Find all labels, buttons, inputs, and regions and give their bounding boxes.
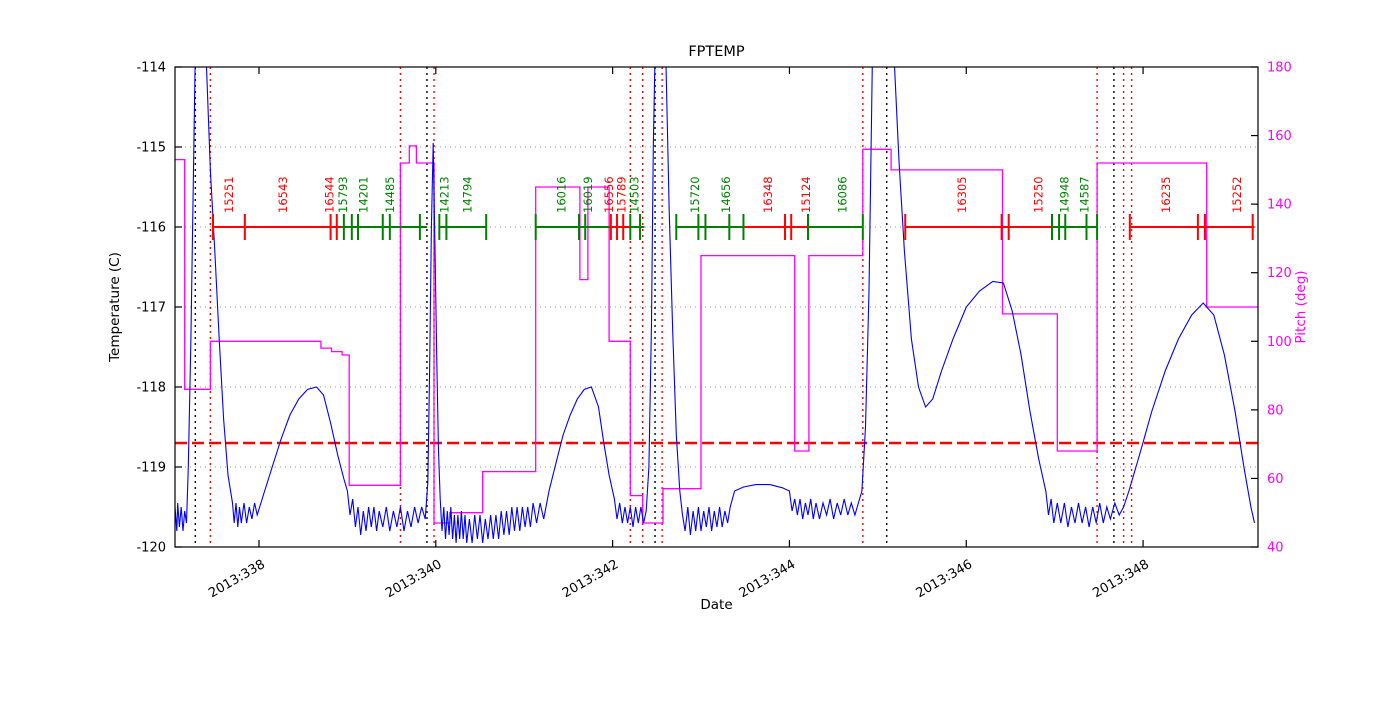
obsid-label: 14587 [1078, 176, 1092, 213]
svg-text:16305: 16305 [955, 176, 969, 213]
svg-text:14201: 14201 [356, 176, 370, 213]
ytick-right-label: 160 [1267, 129, 1292, 144]
svg-text:16235: 16235 [1159, 176, 1173, 213]
obsid-label: 16016 [554, 176, 568, 213]
ytick-left-label: -115 [136, 141, 166, 156]
svg-text:15251: 15251 [222, 176, 236, 213]
svg-text:15250: 15250 [1032, 176, 1046, 213]
obsid-label: 16544 [323, 176, 337, 213]
yaxis-right-title: Pitch (deg) [1293, 270, 1309, 343]
obsid-label: 14213 [438, 176, 452, 213]
obsid-label: 16086 [836, 176, 850, 213]
obsid-label: 14794 [461, 176, 475, 213]
yaxis-left-title: Temperature (C) [107, 252, 123, 363]
obsid-label: 14503 [628, 176, 642, 213]
ytick-right-label: 80 [1267, 403, 1284, 418]
ytick-right-label: 180 [1267, 61, 1292, 76]
black-dotted-vlines [194, 67, 1115, 547]
obsid-label: 16543 [276, 176, 290, 213]
svg-text:16543: 16543 [276, 176, 290, 213]
svg-text:15789: 15789 [615, 176, 629, 213]
svg-text:16544: 16544 [323, 176, 337, 213]
svg-text:14587: 14587 [1078, 176, 1092, 213]
svg-text:15124: 15124 [799, 176, 813, 213]
svg-text:14948: 14948 [1057, 176, 1071, 213]
svg-text:15720: 15720 [688, 176, 702, 213]
svg-text:16086: 16086 [836, 176, 850, 213]
svg-text:16348: 16348 [761, 176, 775, 213]
obsid-label: 16348 [761, 176, 775, 213]
ytick-right-label: 140 [1267, 198, 1292, 213]
svg-text:16556: 16556 [602, 176, 616, 213]
ytick-left-label: -120 [136, 541, 166, 556]
obsid-label: 15124 [799, 176, 813, 213]
ytick-left-label: -118 [136, 381, 166, 396]
chart-title: FPTEMP [688, 44, 745, 60]
svg-text:14794: 14794 [461, 176, 475, 213]
obsid-label: 15251 [222, 176, 236, 213]
obsid-label: 16019 [581, 176, 595, 213]
observation-intervals: 15251 16543 16544 15793 14201 14485 14213 14794… [212, 176, 1255, 240]
temperature-series [175, 67, 1256, 544]
ytick-left-label: -114 [136, 61, 166, 76]
svg-text:15793: 15793 [336, 176, 350, 213]
axis-ticks [175, 66, 1258, 548]
ytick-left-label: -119 [136, 461, 166, 476]
obsid-label: 14485 [383, 176, 397, 213]
svg-text:14213: 14213 [438, 176, 452, 213]
svg-text:Pitch (deg): Pitch (deg) [1293, 270, 1309, 343]
xaxis-title: Date [700, 597, 732, 613]
obsid-label: 15793 [336, 176, 350, 213]
obsid-label: 14948 [1057, 176, 1071, 213]
obsid-label: 15250 [1032, 176, 1046, 213]
ytick-right-label: 120 [1267, 266, 1292, 281]
pitch-series [175, 145, 1258, 524]
obsid-label: 15789 [615, 176, 629, 213]
ytick-left-label: -116 [136, 221, 166, 236]
obsid-label: 16305 [955, 176, 969, 213]
svg-text:16019: 16019 [581, 176, 595, 213]
svg-text:14656: 14656 [719, 176, 733, 213]
obsid-label: 16556 [602, 176, 616, 213]
ytick-right-label: 60 [1267, 472, 1284, 487]
obsid-label: 15720 [688, 176, 702, 213]
obsid-label: 14201 [356, 176, 370, 213]
obsid-label: 15252 [1230, 176, 1244, 213]
ytick-right-label: 40 [1267, 541, 1284, 556]
ytick-right-label: 100 [1267, 335, 1292, 350]
ytick-left-label: -117 [136, 301, 166, 316]
obsid-label: 16235 [1159, 176, 1173, 213]
obsid-label: 14656 [719, 176, 733, 213]
svg-text:14485: 14485 [383, 176, 397, 213]
svg-text:16016: 16016 [554, 176, 568, 213]
svg-text:14503: 14503 [628, 176, 642, 213]
svg-text:15252: 15252 [1230, 176, 1244, 213]
svg-text:Temperature (C): Temperature (C) [107, 252, 123, 363]
